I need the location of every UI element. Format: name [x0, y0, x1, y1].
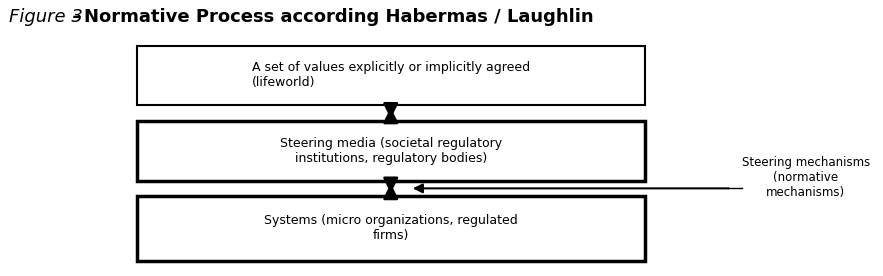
- Text: A set of values explicitly or implicitly agreed
(lifeworld): A set of values explicitly or implicitly…: [252, 61, 530, 89]
- Text: Steering mechanisms
(normative
mechanisms): Steering mechanisms (normative mechanism…: [742, 156, 870, 199]
- Text: Systems (micro organizations, regulated
firms): Systems (micro organizations, regulated …: [264, 214, 517, 242]
- Bar: [137, 196, 645, 261]
- Bar: [137, 46, 645, 105]
- Bar: [137, 121, 645, 181]
- Text: Steering media (societal regulatory
institutions, regulatory bodies): Steering media (societal regulatory inst…: [280, 137, 502, 165]
- Text: Figure 3: Figure 3: [9, 8, 83, 26]
- Text: Normative Process according Habermas / Laughlin: Normative Process according Habermas / L…: [84, 8, 593, 26]
- Text: –: –: [66, 8, 87, 26]
